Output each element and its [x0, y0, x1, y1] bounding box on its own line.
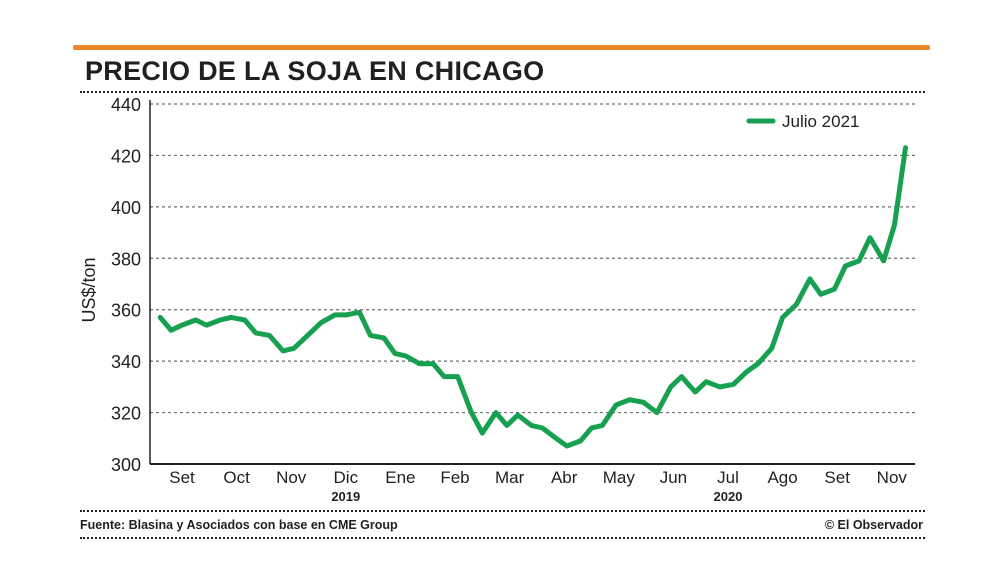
y-tick-420: 420 — [111, 146, 141, 166]
top-accent-rule — [73, 45, 930, 50]
x-tick-9-jun: Jun — [660, 468, 687, 487]
legend: Julio 2021 — [746, 112, 860, 131]
footer-divider-bottom — [80, 537, 925, 539]
grid-lines — [149, 100, 915, 465]
x-tick-3-dic: Dic — [334, 468, 359, 487]
x-tick-labels: Set Oct Nov Dic Ene Feb Mar Abr May Jun Jul Ago Set N… — [169, 468, 907, 487]
x-tick-11-ago: Ago — [767, 468, 797, 487]
y-tick-340: 340 — [111, 352, 141, 372]
x-tick-5-feb: Feb — [440, 468, 469, 487]
copyright-note: © El Observador — [824, 518, 923, 532]
year-label-2019: 2019 — [331, 489, 360, 504]
y-tick-labels: 300 320 340 360 380 400 420 440 — [111, 95, 141, 475]
y-tick-380: 380 — [111, 249, 141, 269]
x-tick-6-mar: Mar — [495, 468, 525, 487]
y-tick-400: 400 — [111, 198, 141, 218]
year-label-2020: 2020 — [714, 489, 743, 504]
x-tick-10-jul: Jul — [717, 468, 739, 487]
x-tick-13-nov: Nov — [877, 468, 908, 487]
year-labels: 2019 2020 — [331, 489, 742, 504]
x-tick-7-abr: Abr — [551, 468, 578, 487]
legend-label: Julio 2021 — [782, 112, 860, 131]
x-tick-0-set: Set — [169, 468, 195, 487]
y-tick-300: 300 — [111, 455, 141, 475]
y-tick-320: 320 — [111, 404, 141, 424]
source-note: Fuente: Blasina y Asociados con base en … — [80, 518, 398, 532]
chart-title: PRECIO DE LA SOJA EN CHICAGO — [85, 56, 545, 86]
series-line-julio-2021 — [157, 145, 908, 449]
x-tick-1-oct: Oct — [223, 468, 250, 487]
x-tick-4-ene: Ene — [385, 468, 415, 487]
y-tick-360: 360 — [111, 301, 141, 321]
y-axis-label: US$/ton — [79, 257, 99, 322]
x-tick-12-set: Set — [824, 468, 850, 487]
footer-divider-top — [80, 510, 925, 512]
series-group — [157, 145, 908, 449]
x-tick-2-nov: Nov — [276, 468, 307, 487]
x-tick-8-may: May — [603, 468, 636, 487]
title-divider — [80, 91, 925, 93]
y-tick-440: 440 — [111, 95, 141, 115]
